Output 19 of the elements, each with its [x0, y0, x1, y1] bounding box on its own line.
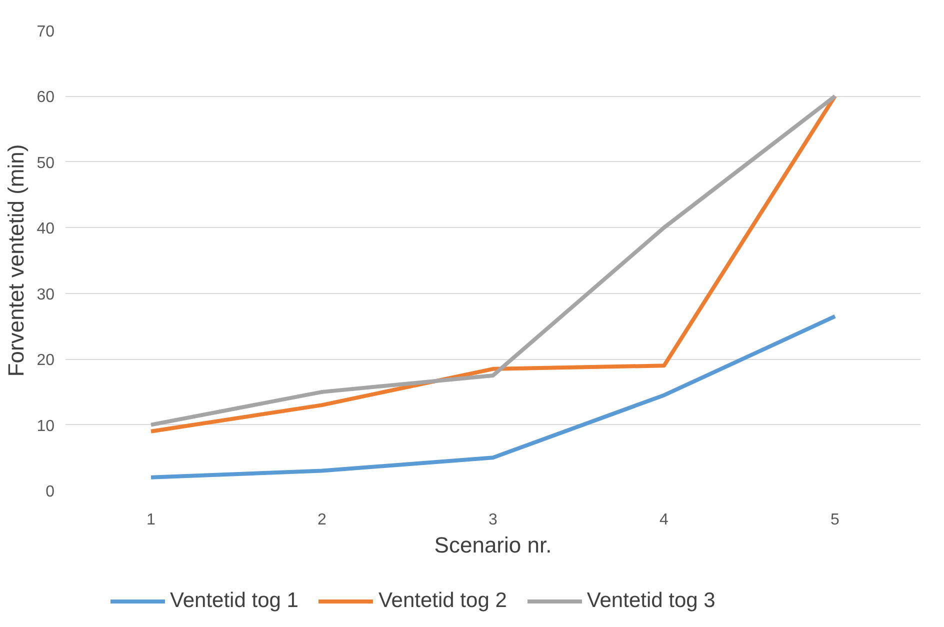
x-tick-label: 1 — [146, 512, 156, 528]
x-tick-label: 3 — [488, 512, 498, 528]
y-tick-label: 40 — [36, 220, 55, 238]
legend-label: Ventetid tog 2 — [378, 589, 507, 613]
y-tick-label: 30 — [36, 286, 55, 304]
legend-label: Ventetid tog 1 — [170, 589, 298, 613]
y-tick-label: 10 — [36, 418, 55, 435]
legend-label: Ventetid tog 3 — [586, 589, 716, 613]
y-axis-title: Forventet ventetid (min) — [4, 144, 29, 377]
line-series — [149, 314, 837, 480]
y-tick-label: 20 — [36, 352, 55, 370]
y-tick-label: 50 — [36, 154, 55, 172]
x-tick-label: 5 — [830, 512, 840, 528]
x-tick-label: 4 — [660, 512, 669, 528]
x-tick-label: 2 — [318, 512, 327, 528]
x-axis-title: Scenario nr. — [434, 532, 552, 558]
y-tick-label: 70 — [36, 24, 55, 40]
y-tick-label: 0 — [46, 484, 55, 500]
y-tick-label: 60 — [36, 89, 55, 106]
